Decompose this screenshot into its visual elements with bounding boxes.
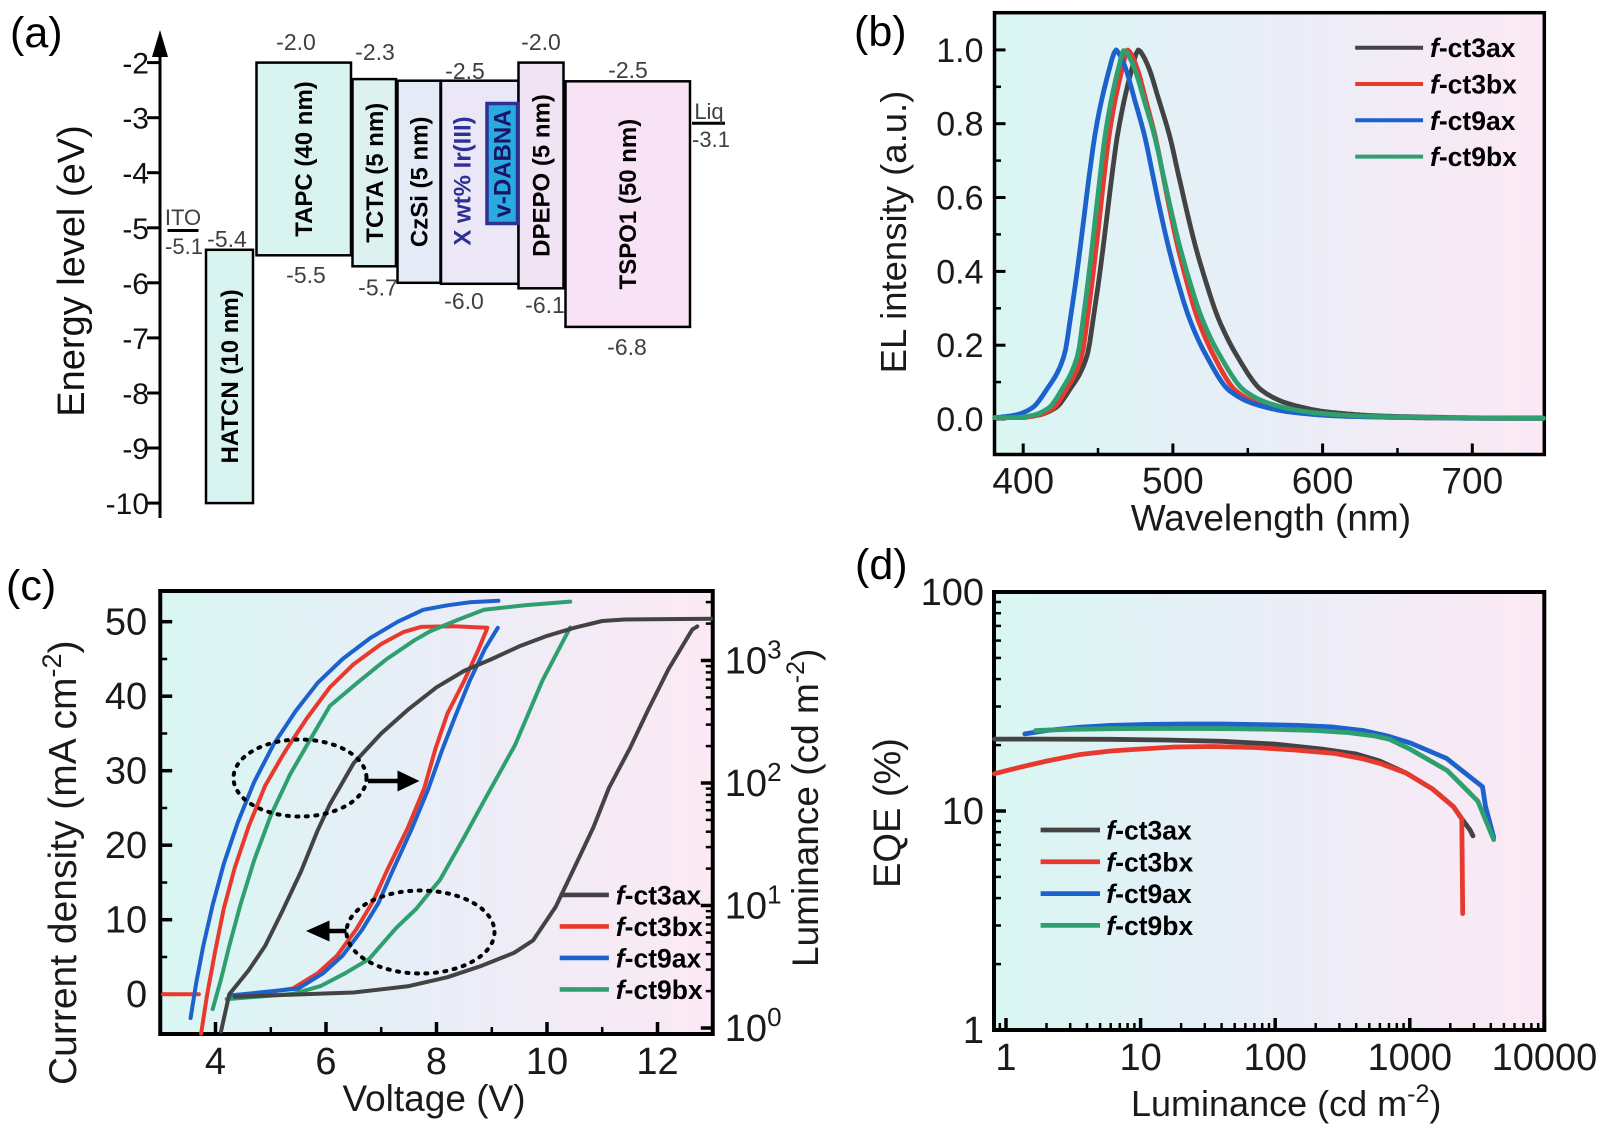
svg-text:-3.1: -3.1 — [692, 127, 730, 152]
svg-text:(a): (a) — [10, 9, 63, 57]
svg-text:0.2: 0.2 — [936, 327, 983, 365]
svg-text:f-ct9ax: f-ct9ax — [1106, 879, 1192, 909]
svg-text:1: 1 — [963, 1010, 984, 1052]
svg-text:10000: 10000 — [1492, 1037, 1598, 1079]
svg-text:30: 30 — [105, 751, 147, 793]
svg-text:4: 4 — [205, 1041, 226, 1083]
svg-text:400: 400 — [992, 461, 1054, 502]
svg-text:f-ct9bx: f-ct9bx — [616, 975, 703, 1005]
svg-text:f-ct3ax: f-ct3ax — [1430, 33, 1516, 63]
svg-text:(d): (d) — [855, 541, 908, 589]
svg-text:100: 100 — [1243, 1037, 1306, 1079]
svg-text:-2.3: -2.3 — [355, 39, 395, 65]
svg-text:f-ct3ax: f-ct3ax — [1106, 816, 1192, 846]
svg-text:f-ct9ax: f-ct9ax — [1430, 106, 1516, 136]
svg-text:f-ct3ax: f-ct3ax — [616, 880, 702, 910]
svg-text:TAPC (40 nm): TAPC (40 nm) — [291, 81, 318, 237]
svg-text:v-DABNA: v-DABNA — [490, 110, 517, 218]
svg-text:-10: -10 — [106, 488, 149, 521]
svg-text:Wavelength (nm): Wavelength (nm) — [1131, 498, 1411, 539]
svg-text:TSPO1 (50 nm): TSPO1 (50 nm) — [615, 119, 642, 290]
svg-text:1: 1 — [995, 1037, 1016, 1079]
svg-text:500: 500 — [1142, 461, 1204, 502]
svg-text:Current density (mA cm-2): Current density (mA cm-2) — [37, 641, 85, 1085]
svg-text:1000: 1000 — [1368, 1037, 1453, 1079]
svg-text:-6.0: -6.0 — [444, 288, 484, 314]
svg-text:10: 10 — [1119, 1037, 1161, 1079]
svg-text:-2.5: -2.5 — [608, 57, 648, 83]
svg-text:-5.4: -5.4 — [207, 226, 247, 252]
svg-text:0: 0 — [126, 974, 147, 1016]
svg-text:f-ct9bx: f-ct9bx — [1430, 142, 1517, 172]
svg-text:0.8: 0.8 — [936, 106, 983, 144]
svg-text:-2.0: -2.0 — [276, 29, 316, 55]
svg-text:-7: -7 — [122, 323, 149, 356]
svg-text:700: 700 — [1441, 461, 1503, 502]
svg-text:-4: -4 — [122, 158, 149, 191]
svg-text:-2.5: -2.5 — [445, 58, 485, 84]
svg-text:600: 600 — [1292, 461, 1354, 502]
svg-text:-2.0: -2.0 — [521, 29, 561, 55]
svg-text:EQE (%): EQE (%) — [867, 738, 909, 888]
svg-text:6: 6 — [315, 1041, 336, 1083]
svg-text:f-ct3bx: f-ct3bx — [616, 912, 703, 942]
svg-text:f-ct3bx: f-ct3bx — [1430, 70, 1517, 100]
svg-text:HATCN (10 nm): HATCN (10 nm) — [217, 289, 244, 463]
svg-text:100: 100 — [921, 572, 984, 614]
svg-text:ITO: ITO — [165, 205, 201, 230]
svg-text:0.4: 0.4 — [936, 253, 983, 291]
svg-text:20: 20 — [105, 825, 147, 867]
svg-text:TCTA (5 nm): TCTA (5 nm) — [362, 103, 389, 243]
svg-text:10: 10 — [942, 791, 984, 833]
svg-text:X wt% Ir(III): X wt% Ir(III) — [450, 116, 477, 245]
svg-text:-3: -3 — [122, 103, 149, 136]
svg-text:(b): (b) — [854, 8, 907, 56]
svg-text:40: 40 — [105, 676, 147, 718]
svg-text:-5.5: -5.5 — [286, 262, 326, 288]
svg-text:Luminance (cd m-2): Luminance (cd m-2) — [1131, 1080, 1441, 1124]
svg-text:Liq: Liq — [694, 99, 723, 124]
svg-text:8: 8 — [426, 1041, 447, 1083]
svg-text:Luminance (cd m-2): Luminance (cd m-2) — [782, 649, 826, 967]
svg-text:DPEPO (5 nm): DPEPO (5 nm) — [529, 94, 556, 257]
svg-text:-6.1: -6.1 — [525, 292, 565, 318]
svg-text:-5.7: -5.7 — [358, 275, 398, 301]
svg-text:EL intensity (a.u.): EL intensity (a.u.) — [873, 91, 914, 374]
svg-text:0.0: 0.0 — [936, 401, 983, 439]
svg-text:Energy level (eV): Energy level (eV) — [51, 125, 93, 416]
svg-text:10: 10 — [526, 1041, 568, 1083]
svg-text:-5.1: -5.1 — [165, 234, 203, 259]
svg-text:f-ct9ax: f-ct9ax — [616, 943, 702, 973]
svg-text:CzSi (5 nm): CzSi (5 nm) — [407, 116, 434, 247]
svg-text:0.6: 0.6 — [936, 180, 983, 218]
svg-text:-8: -8 — [122, 378, 149, 411]
svg-text:12: 12 — [636, 1041, 678, 1083]
svg-text:-9: -9 — [122, 433, 149, 466]
svg-text:-5: -5 — [122, 213, 149, 246]
svg-text:-6: -6 — [122, 268, 149, 301]
svg-text:(c): (c) — [6, 562, 56, 610]
svg-text:10: 10 — [105, 900, 147, 942]
svg-text:Voltage (V): Voltage (V) — [342, 1078, 525, 1119]
svg-text:-2: -2 — [122, 48, 149, 81]
svg-text:-6.8: -6.8 — [607, 334, 647, 360]
svg-text:f-ct9bx: f-ct9bx — [1106, 911, 1193, 941]
svg-text:50: 50 — [105, 602, 147, 644]
svg-text:1.0: 1.0 — [936, 32, 983, 70]
svg-text:f-ct3bx: f-ct3bx — [1106, 847, 1193, 877]
